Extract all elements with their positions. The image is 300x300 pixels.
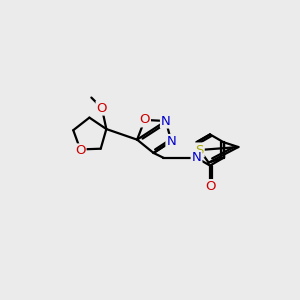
Text: N: N — [167, 135, 176, 148]
Text: N: N — [161, 115, 171, 128]
Text: S: S — [195, 143, 204, 157]
Text: N: N — [192, 151, 201, 164]
Text: O: O — [97, 101, 107, 115]
Text: O: O — [140, 113, 150, 126]
Text: O: O — [75, 144, 86, 158]
Text: O: O — [205, 180, 215, 193]
